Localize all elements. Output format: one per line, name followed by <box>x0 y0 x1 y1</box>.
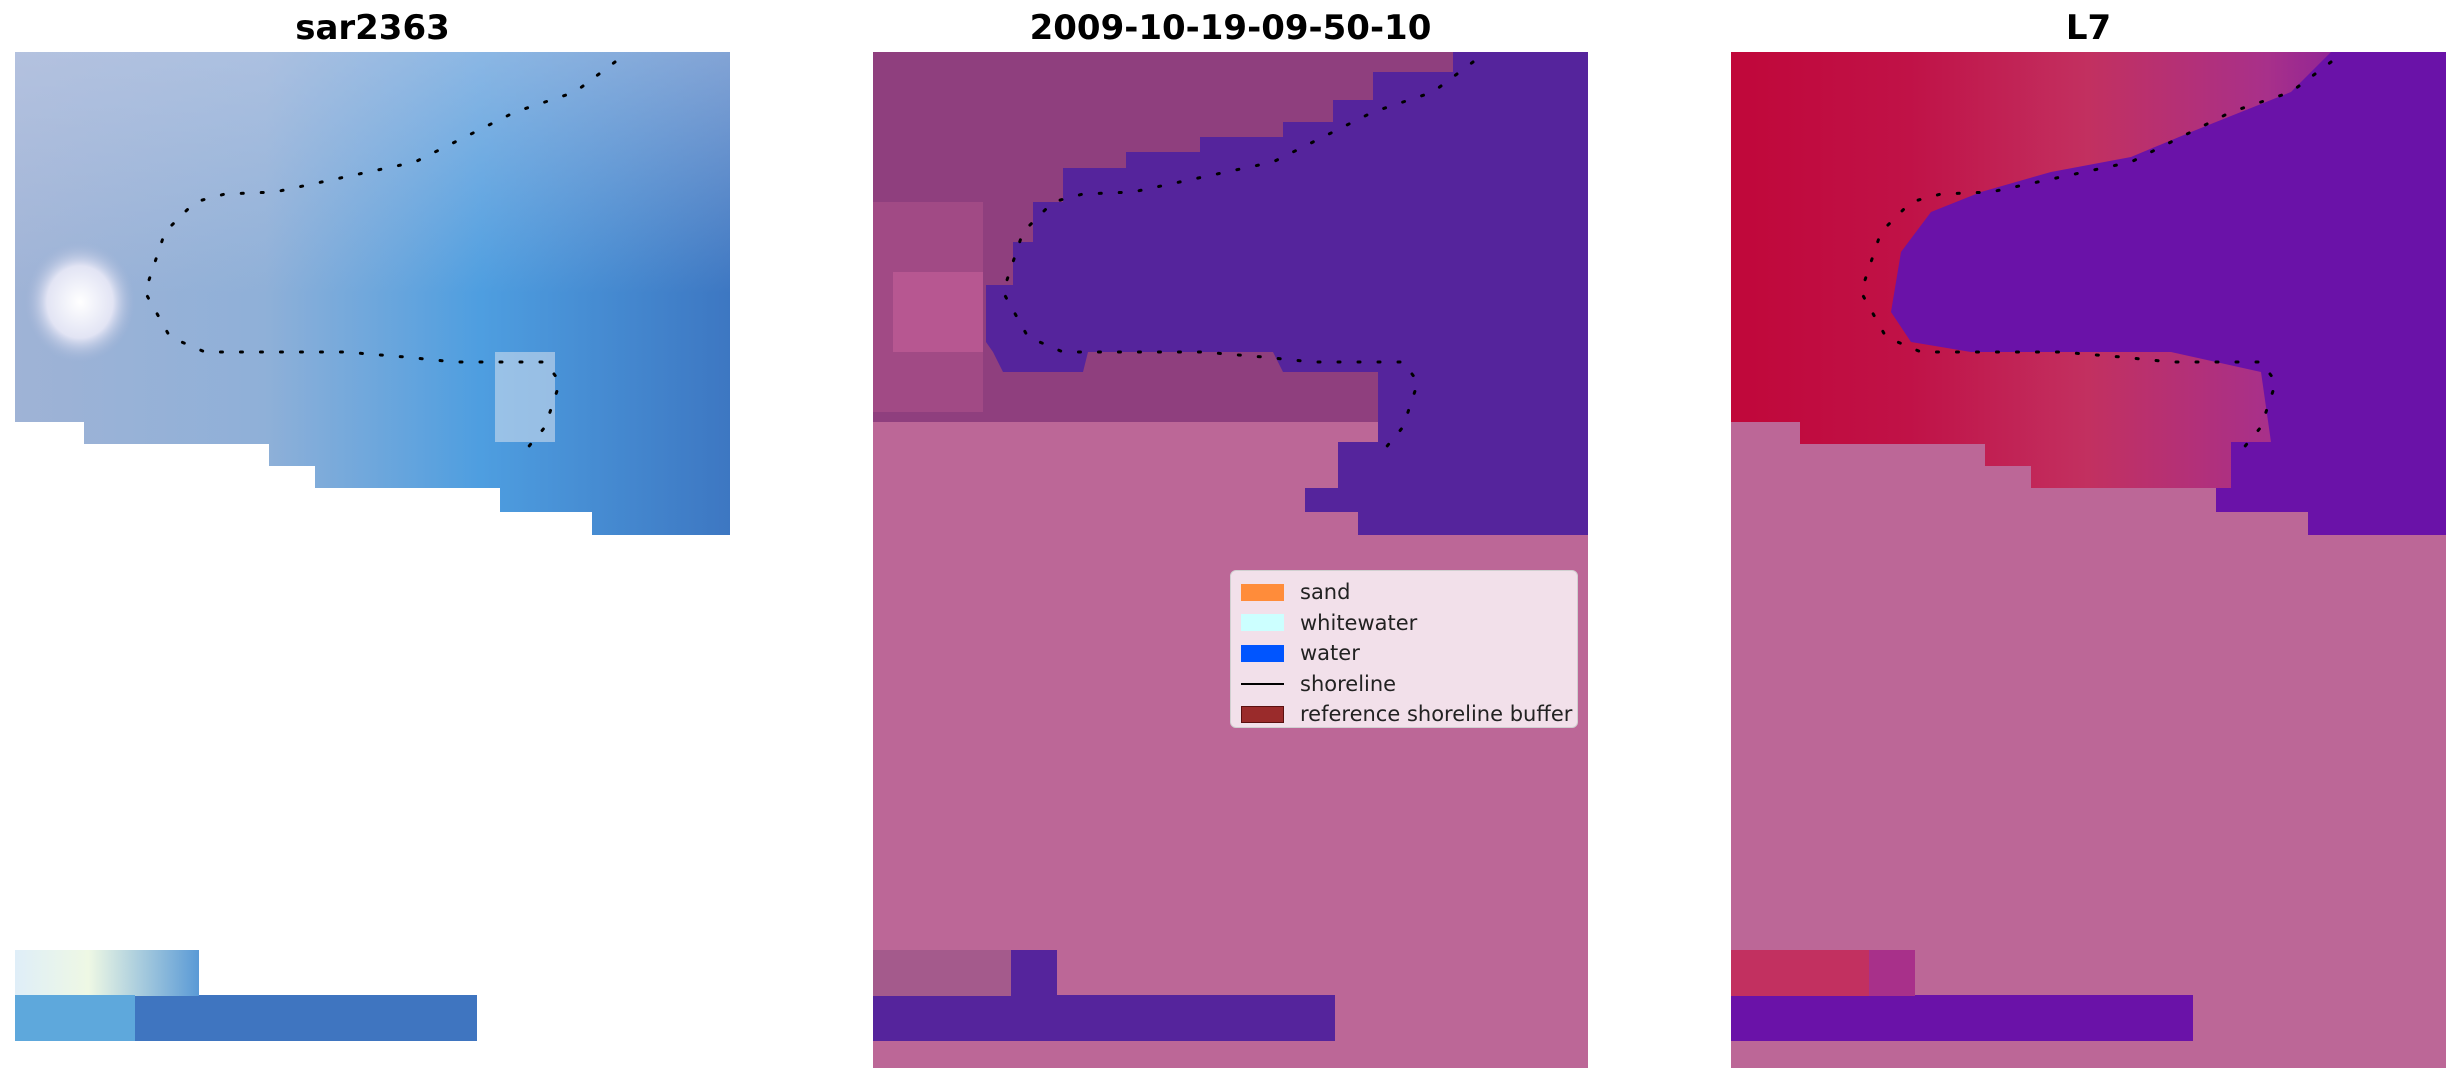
classification-panel <box>873 52 1588 1068</box>
legend-label-whitewater: whitewater <box>1300 610 1418 635</box>
rgb-image <box>15 52 730 1041</box>
classification-lower-land <box>873 950 1011 996</box>
panel-title-rgb: sar2363 <box>295 8 450 48</box>
classification-image <box>873 52 1588 1068</box>
classification-lower-water-step <box>1011 950 1057 996</box>
legend-item-water: water <box>1241 638 1567 669</box>
legend-label-reference-buffer: reference shoreline buffer <box>1300 702 1573 727</box>
legend-label-water: water <box>1300 641 1360 666</box>
water-swatch <box>1241 644 1284 662</box>
sand-swatch <box>1241 583 1284 601</box>
rgb-inlet-light-patch <box>495 352 555 442</box>
classification-land-lightest <box>893 272 983 352</box>
rgb-bright-patch <box>25 242 135 362</box>
whitewater-swatch <box>1241 614 1284 632</box>
legend-item-shoreline: shoreline <box>1241 669 1567 700</box>
reference-buffer-swatch <box>1241 705 1284 723</box>
index-lower-red <box>1731 950 1869 996</box>
index-image <box>1731 52 2446 1068</box>
rgb-lower-band-left <box>15 995 135 1041</box>
index-lower-band <box>1731 995 2193 1041</box>
panel-title-index: L7 <box>2065 8 2112 48</box>
rgb-image-panel <box>15 52 730 1068</box>
index-panel <box>1731 52 2446 1068</box>
classification-lower-water <box>873 995 1335 1041</box>
panel-title-classification: 2009-10-19-09-50-10 <box>1029 8 1432 48</box>
legend-item-whitewater: whitewater <box>1241 608 1567 639</box>
rgb-lower-bright <box>15 950 199 996</box>
legend-item-sand: sand <box>1241 577 1567 608</box>
index-lower-mid <box>1869 950 1915 996</box>
legend-item-reference-buffer: reference shoreline buffer <box>1241 699 1572 730</box>
legend: sand whitewater water shoreline referenc… <box>1230 570 1578 728</box>
legend-label-shoreline: shoreline <box>1300 671 1397 696</box>
shoreline-swatch <box>1241 682 1284 685</box>
legend-label-sand: sand <box>1300 580 1351 605</box>
index-water-region <box>1891 52 2446 535</box>
classification-water-region <box>986 52 1588 535</box>
